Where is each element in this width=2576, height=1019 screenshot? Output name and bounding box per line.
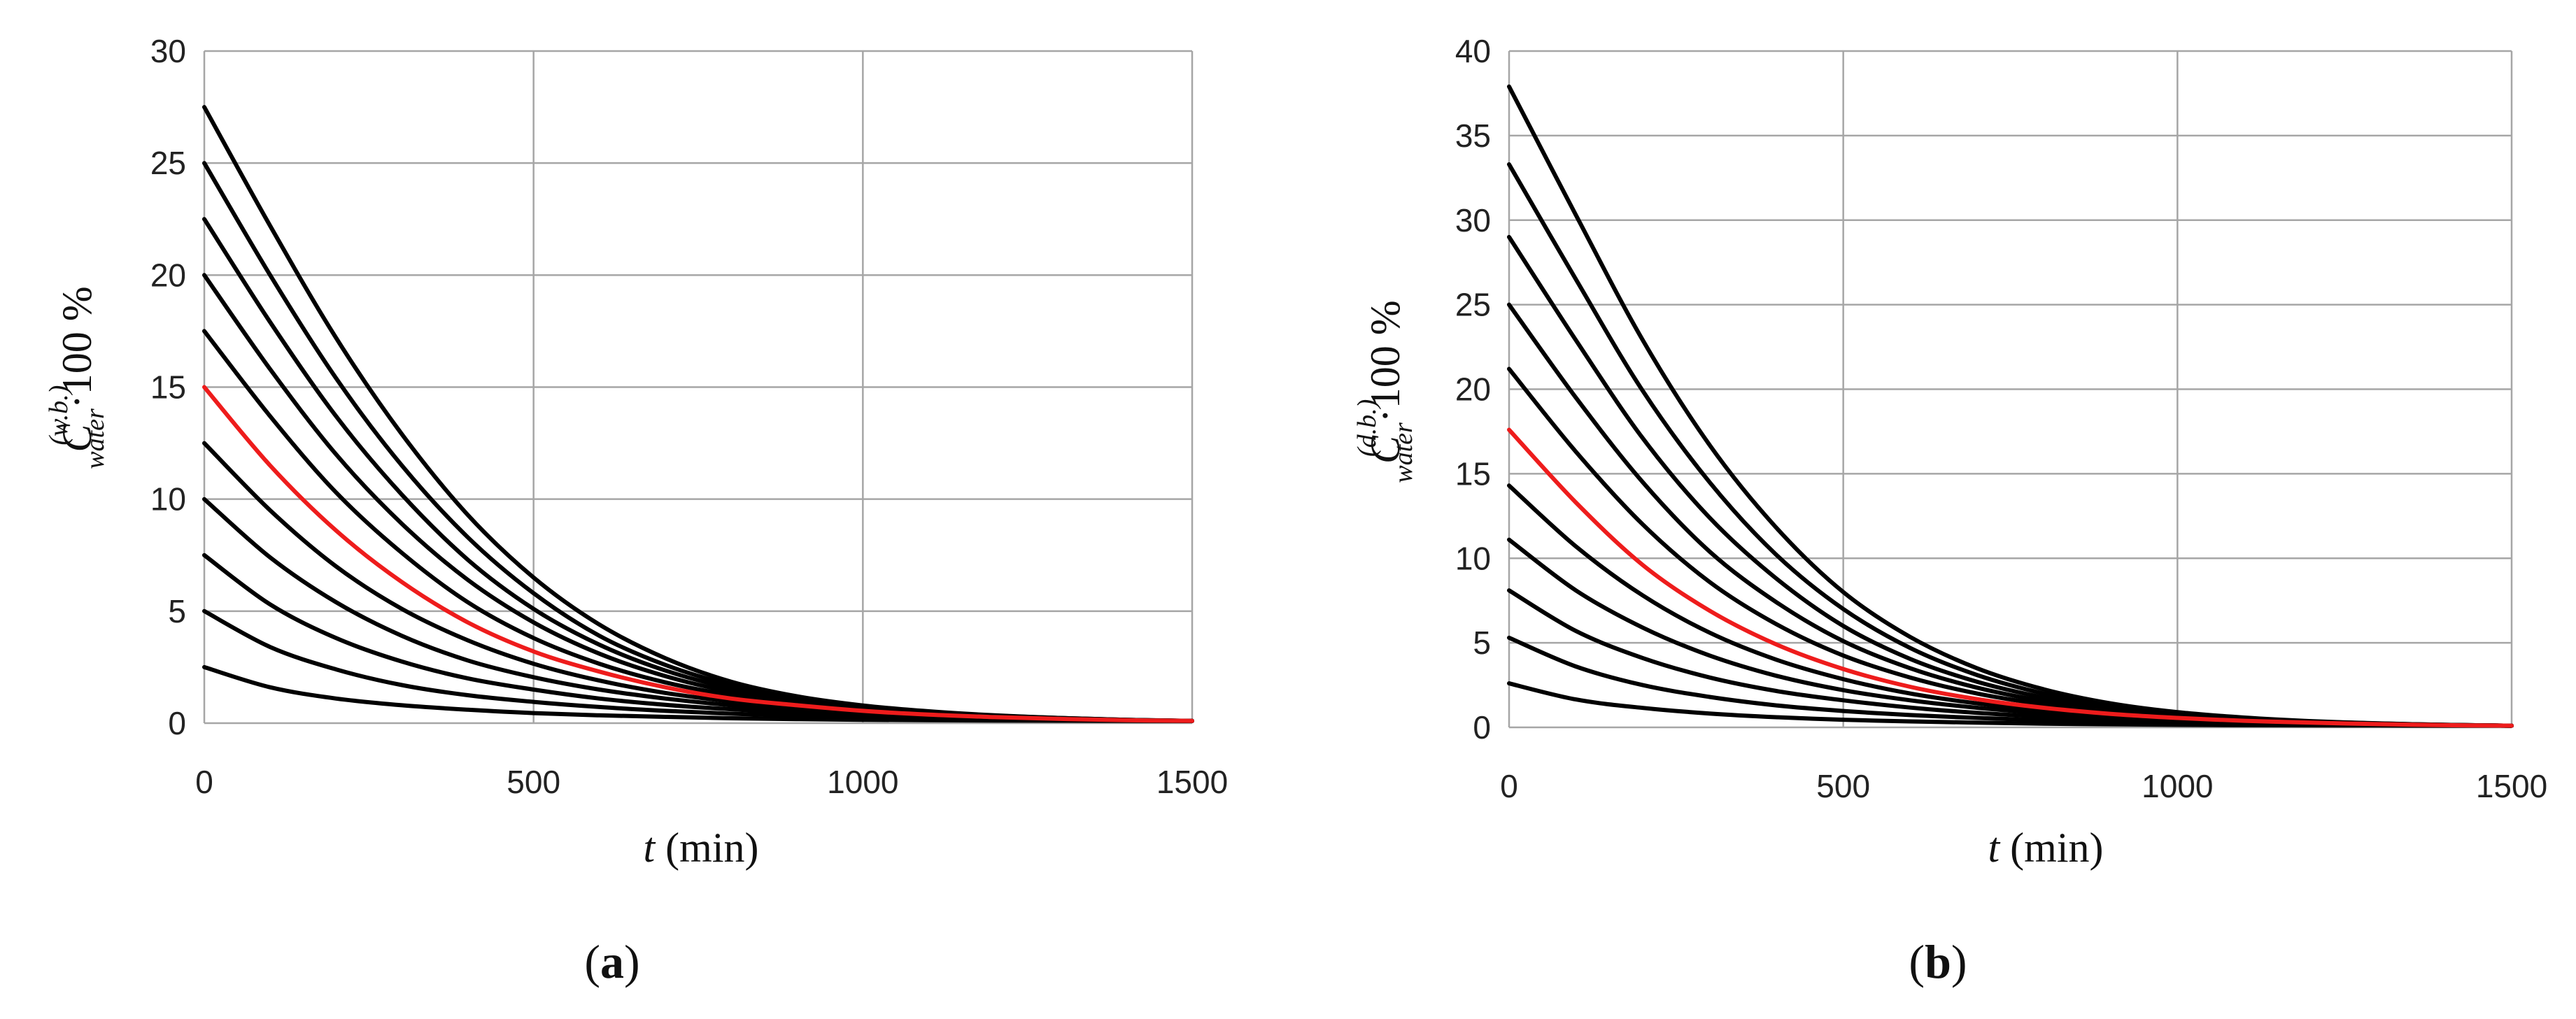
y-tick-labels-a: 0 5 10 15 20 25 30: [150, 33, 186, 741]
x-tick-label: 500: [1816, 768, 1870, 804]
y-tick-label: 25: [150, 145, 186, 181]
x-tick-label: 1000: [827, 764, 898, 800]
series-line-8: [202, 273, 1194, 723]
series-line-2: [202, 608, 1194, 723]
y-tick-label: 25: [1455, 287, 1491, 323]
y-tick-label: 40: [1455, 33, 1491, 69]
x-tick-label: 500: [507, 764, 560, 800]
y-axis-label-a: C(w.b.) water·100 %: [44, 286, 110, 469]
series-line-9: [1507, 234, 2514, 728]
x-axis-label-b: t (min): [1988, 825, 2104, 871]
y-tick-label: 10: [1455, 540, 1491, 576]
series-line-7: [202, 329, 1194, 723]
y-tick-label: 15: [150, 369, 186, 406]
panel-label-a: (a): [584, 935, 639, 988]
x-tick-label: 1500: [1156, 764, 1228, 800]
y-tick-label: 20: [1455, 371, 1491, 408]
series-line-6: [202, 385, 1194, 723]
y-tick-label: 0: [168, 705, 186, 741]
x-tick-label: 1500: [2476, 768, 2547, 804]
series-line-11: [202, 105, 1194, 723]
y-tick-label: 20: [150, 257, 186, 293]
gridlines-a: [203, 50, 1194, 725]
y-tick-label: 30: [1455, 202, 1491, 238]
y-tick-label: 30: [150, 33, 186, 69]
x-axis-label-a: t (min): [644, 825, 759, 871]
series-line-6: [1507, 427, 2514, 728]
chart-panel-a: 0 5 10 15 20 25 30 0 500 1000 1500 t (min) C(w.b.…: [44, 33, 1228, 988]
y-tick-label: 15: [1455, 455, 1491, 492]
chart-panel-b: 0 5 10 15 20 25 30 35 40 0 500 1000 1500 t (min) C(…: [1352, 33, 2547, 988]
series-line-11: [1507, 84, 2514, 728]
y-axis-label-b: C(d.b.) water·100 %: [1352, 300, 1418, 483]
series-lines-a: [202, 105, 1194, 723]
gridlines-b: [1508, 50, 2513, 729]
panel-label-b: (b): [1909, 935, 1967, 988]
y-tick-label: 10: [150, 481, 186, 518]
x-tick-labels-a: 0 500 1000 1500: [195, 764, 1228, 800]
x-tick-label: 0: [1500, 768, 1518, 804]
x-tick-label: 0: [195, 764, 213, 800]
series-line-7: [1507, 366, 2514, 728]
series-line-10: [1507, 162, 2514, 728]
y-tick-label: 5: [168, 593, 186, 629]
y-tick-labels-b: 0 5 10 15 20 25 30 35 40: [1455, 33, 1491, 746]
x-tick-label: 1000: [2142, 768, 2213, 804]
y-tick-label: 35: [1455, 117, 1491, 154]
x-tick-labels-b: 0 500 1000 1500: [1500, 768, 2547, 804]
y-tick-label: 5: [1473, 625, 1491, 661]
series-lines-b: [1507, 84, 2514, 728]
y-tick-label: 0: [1473, 709, 1491, 746]
series-line-10: [202, 161, 1194, 723]
